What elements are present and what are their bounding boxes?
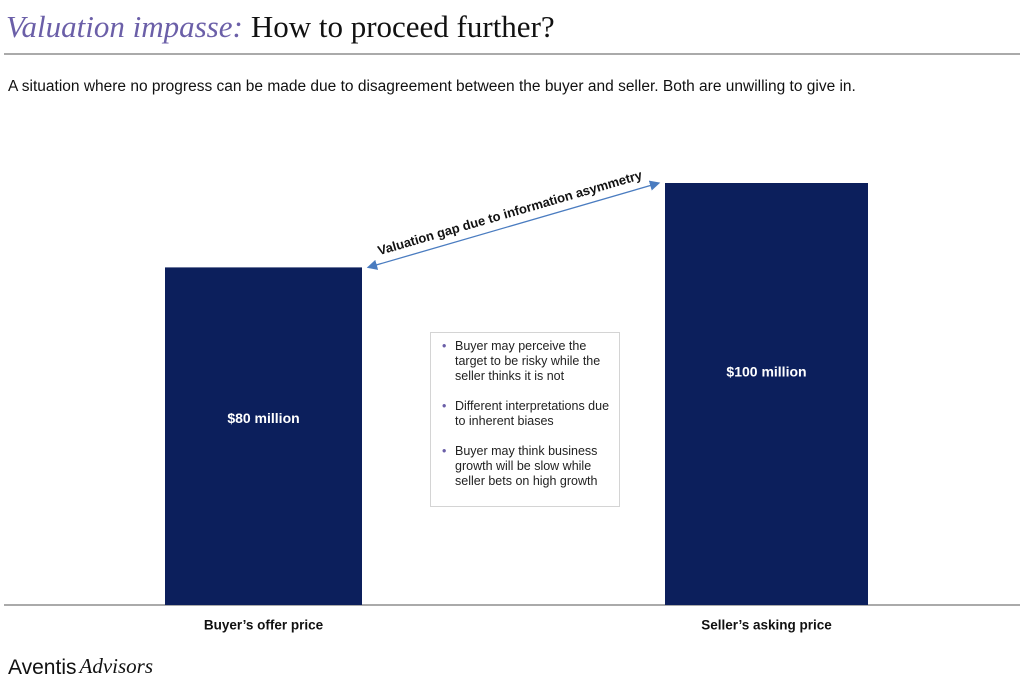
note: Different interpretations due to inheren… bbox=[442, 399, 611, 429]
brand: Aventis bbox=[8, 656, 77, 679]
bar bbox=[165, 267, 362, 605]
category-label: Buyer’s offer price bbox=[204, 618, 324, 633]
gap-annotation: Valuation gap due to information asymmet… bbox=[376, 167, 645, 258]
notes-list: Buyer may perceive the target to be risk… bbox=[439, 339, 611, 489]
category-label: Seller’s asking price bbox=[701, 618, 832, 633]
brand-accent: Advisors bbox=[78, 654, 154, 678]
value-label: $80 million bbox=[227, 410, 299, 426]
note: Buyer may think business growth will be … bbox=[442, 444, 611, 489]
footer-brand: Aventis Advisors bbox=[8, 654, 153, 679]
gap-arrow bbox=[366, 180, 661, 270]
title-main: How to proceed further? bbox=[251, 9, 555, 44]
note: Buyer may perceive the target to be risk… bbox=[442, 339, 611, 384]
subtitle: A situation where no progress can be mad… bbox=[8, 78, 856, 95]
title: Valuation impasse: How to proceed further… bbox=[6, 9, 555, 44]
bar bbox=[665, 183, 868, 605]
value-label: $100 million bbox=[726, 364, 806, 380]
title-accent: Valuation impasse: bbox=[6, 9, 243, 44]
notes-box: Buyer may perceive the target to be risk… bbox=[430, 332, 620, 507]
